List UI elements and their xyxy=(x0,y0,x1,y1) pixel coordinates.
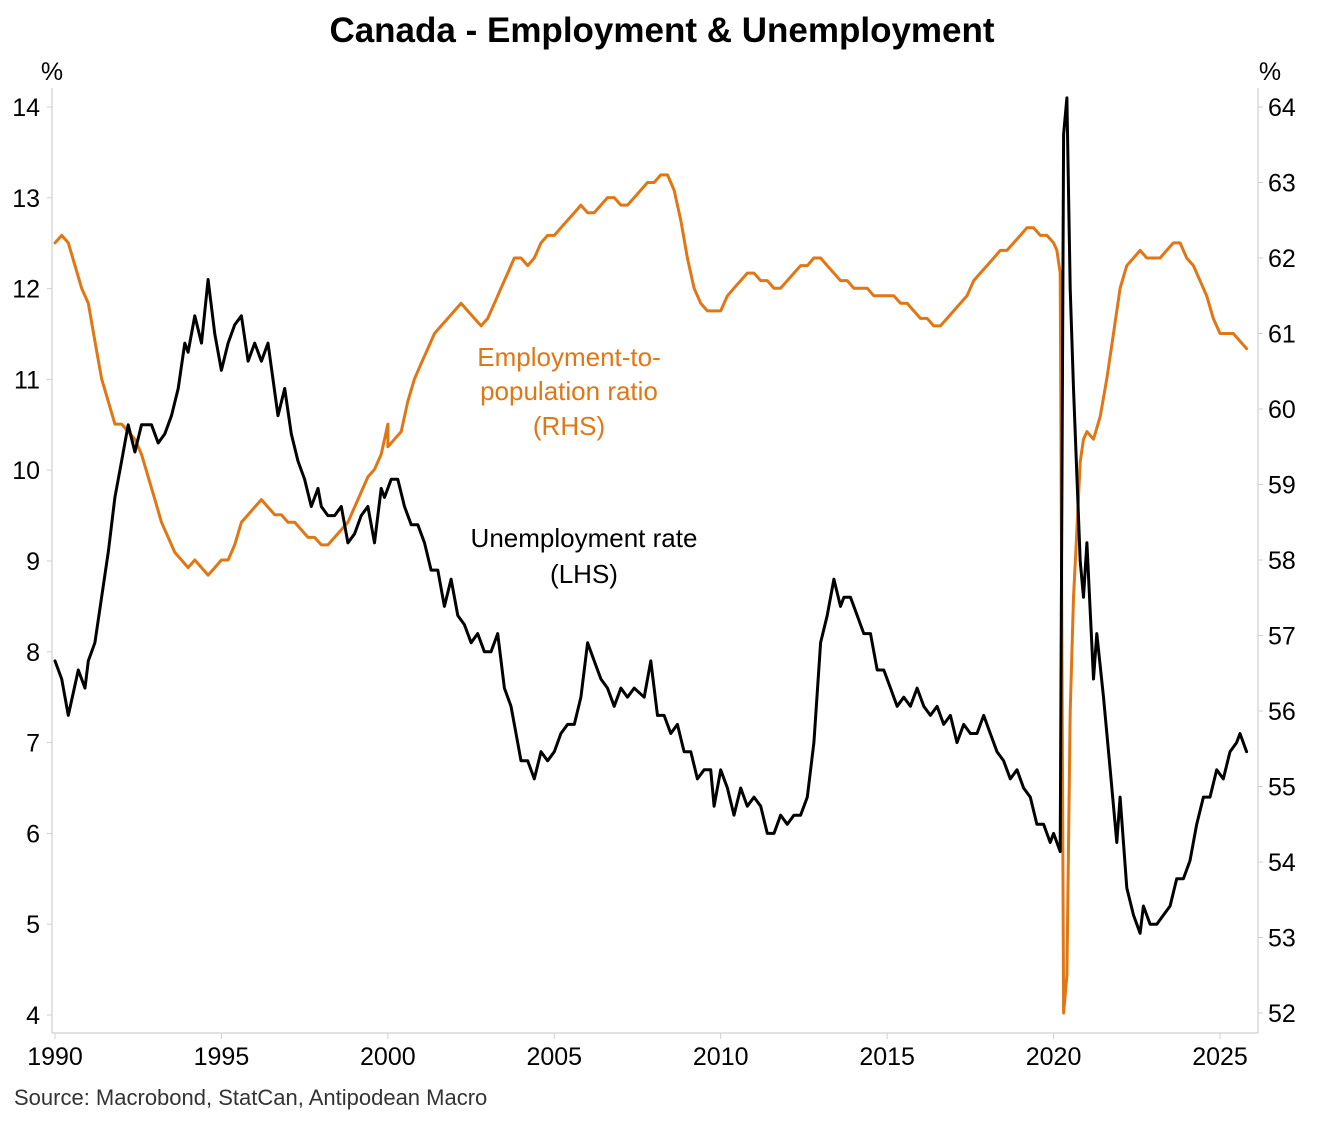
left-tick-label: 11 xyxy=(14,366,40,394)
right-tick-label: 58 xyxy=(1268,547,1296,575)
left-axis: 4 5 6 7 8 9 10 11 12 13 14 xyxy=(12,88,53,1033)
employment-label-line-3: (RHS) xyxy=(533,411,605,441)
right-tick-label: 62 xyxy=(1268,245,1296,273)
chart-title: Canada - Employment & Unemployment xyxy=(329,11,994,50)
right-tick-label: 60 xyxy=(1268,396,1296,424)
x-axis: 1990 1995 2000 2005 2010 2015 2020 2025 xyxy=(27,1032,1258,1071)
right-tick-label: 63 xyxy=(1268,170,1296,198)
right-tick-label: 57 xyxy=(1268,623,1296,651)
right-tick-label: 52 xyxy=(1268,1000,1296,1028)
right-axis-unit: % xyxy=(1259,58,1281,86)
left-tick-label: 6 xyxy=(26,820,40,848)
x-tick-label: 2020 xyxy=(1026,1043,1082,1071)
left-tick-label: 7 xyxy=(26,730,40,758)
x-tick-label: 2010 xyxy=(693,1043,749,1071)
source-note: Source: Macrobond, StatCan, Antipodean M… xyxy=(14,1085,487,1110)
x-tick-label: 1995 xyxy=(194,1043,250,1071)
employment-label-line-2: population ratio xyxy=(480,376,658,406)
left-tick-label: 14 xyxy=(12,94,40,122)
unemployment-series-label: Unemployment rate (LHS) xyxy=(471,523,698,589)
x-tick-label: 2005 xyxy=(526,1043,582,1071)
left-tick-label: 13 xyxy=(12,185,40,213)
left-tick-label: 5 xyxy=(26,911,40,939)
x-tick-label: 2025 xyxy=(1192,1043,1248,1071)
employment-series-label: Employment-to- population ratio (RHS) xyxy=(477,342,661,441)
right-tick-label: 53 xyxy=(1268,925,1296,953)
right-axis: 52 53 54 55 56 57 58 59 60 61 62 63 64 xyxy=(1257,88,1296,1033)
left-tick-label: 12 xyxy=(12,276,40,304)
left-tick-label: 10 xyxy=(12,457,40,485)
unemployment-label-line-1: Unemployment rate xyxy=(471,523,698,553)
unemployment-rate-line xyxy=(53,96,1249,935)
right-tick-label: 56 xyxy=(1268,698,1296,726)
right-tick-label: 54 xyxy=(1268,849,1296,877)
right-tick-label: 61 xyxy=(1268,321,1296,349)
left-axis-unit: % xyxy=(41,58,63,86)
employment-label-line-1: Employment-to- xyxy=(477,342,661,372)
employment-ratio-line xyxy=(53,173,1249,1015)
right-tick-label: 64 xyxy=(1268,94,1296,122)
left-tick-label: 9 xyxy=(26,548,40,576)
right-tick-label: 55 xyxy=(1268,774,1296,802)
right-tick-label: 59 xyxy=(1268,472,1296,500)
plot-lines xyxy=(53,96,1249,1015)
x-tick-label: 2015 xyxy=(859,1043,915,1071)
left-tick-label: 4 xyxy=(26,1002,40,1030)
x-tick-label: 2000 xyxy=(360,1043,416,1071)
unemployment-label-line-2: (LHS) xyxy=(550,559,618,589)
left-tick-label: 8 xyxy=(26,639,40,667)
x-tick-label: 1990 xyxy=(27,1043,83,1071)
